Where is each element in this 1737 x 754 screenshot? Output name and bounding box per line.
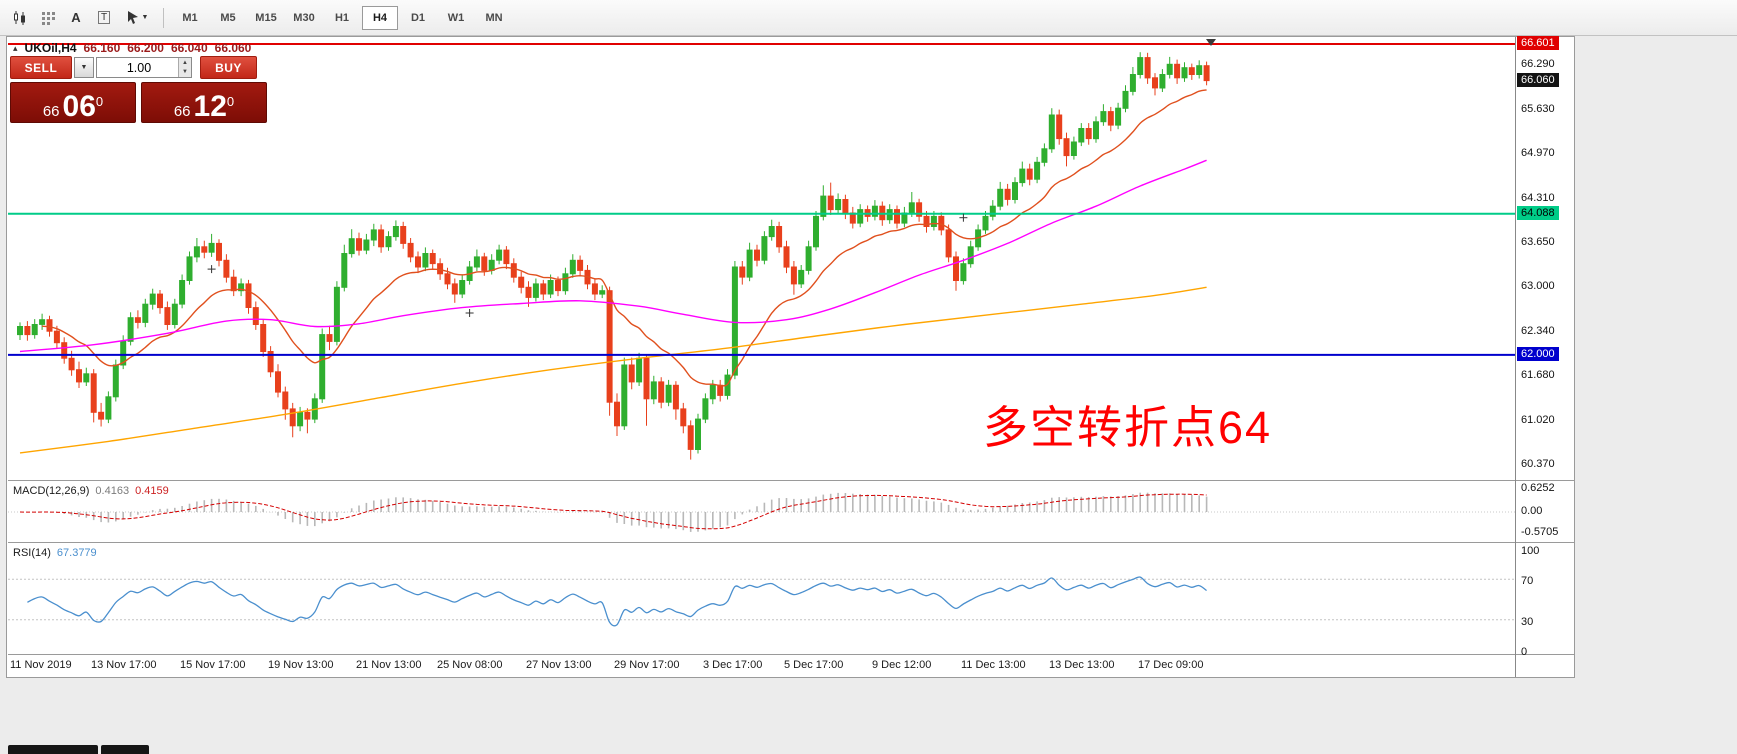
- volume-input[interactable]: [96, 57, 192, 78]
- buy-button[interactable]: BUY: [200, 56, 257, 79]
- timeframe-button-m5[interactable]: M5: [220, 11, 236, 24]
- rsi-name: RSI(14): [13, 547, 51, 559]
- timeframe-button-d1[interactable]: D1: [410, 11, 426, 24]
- list-grid-icon[interactable]: [35, 6, 61, 30]
- timeframe-button-h4[interactable]: H4: [362, 5, 398, 30]
- timeframe-button-m15[interactable]: M15: [255, 11, 277, 24]
- rsi-label: RSI(14) 67.3779: [13, 547, 97, 559]
- macd-value-1: 0.4163: [95, 485, 130, 497]
- ohlc-open: 66.160: [83, 41, 121, 55]
- buy-price-pips: 12: [193, 90, 227, 123]
- sell-button[interactable]: SELL: [10, 56, 72, 79]
- sell-price-display[interactable]: 66 060: [10, 82, 136, 123]
- chevron-down-icon: ▼: [141, 14, 149, 21]
- ma-fast: [42, 89, 1207, 387]
- chevron-down-icon: ▼: [80, 64, 88, 71]
- buy-price-display[interactable]: 66 120: [141, 82, 267, 123]
- symbol-marker-icon: ▴: [13, 42, 18, 53]
- panel-splitter[interactable]: [8, 480, 1574, 481]
- rsi-value: 67.3779: [56, 547, 97, 559]
- chart-window: [6, 36, 1575, 678]
- macd-value-2: 0.4159: [135, 485, 169, 497]
- timeframe-toolbar: M1 M5 M15 M30 H1 H4 D1 W1 MN: [171, 5, 513, 30]
- taskbar-tab[interactable]: [8, 745, 98, 754]
- timeframe-button-w1[interactable]: W1: [447, 11, 465, 24]
- buy-price-fraction: 0: [226, 94, 235, 109]
- text-label-icon[interactable]: A: [63, 6, 89, 30]
- buy-price-whole: 66: [173, 103, 191, 120]
- toolbar-separator: [163, 7, 164, 28]
- letter-t-glyph: T: [97, 11, 111, 24]
- chart-title: ▴ UKOil,H4 66.160 66.200 66.040 66.060: [13, 41, 251, 55]
- price-axis-border: [1515, 37, 1516, 677]
- volume-spinner: ▲ ▼: [178, 58, 191, 77]
- volume-dropdown[interactable]: ▼: [74, 57, 94, 78]
- ma-medium: [19, 159, 1207, 353]
- time-axis-splitter[interactable]: [8, 654, 1574, 655]
- candlestick-chart-icon[interactable]: [7, 6, 33, 30]
- macd-panel-canvas[interactable]: [8, 482, 1515, 542]
- macd-label: MACD(12,26,9) 0.4163 0.4159: [13, 485, 169, 497]
- sell-price-pips: 06: [62, 90, 96, 123]
- macd-name: MACD(12,26,9): [13, 485, 90, 497]
- crosshair-cursor-icon[interactable]: ▼: [119, 6, 155, 30]
- timeframe-button-m1[interactable]: M1: [182, 11, 198, 24]
- rsi-panel-canvas[interactable]: [8, 544, 1515, 652]
- ohlc-high: 66.200: [127, 41, 164, 55]
- timeframe-button-mn[interactable]: MN: [485, 11, 503, 24]
- text-box-icon[interactable]: T: [91, 6, 117, 30]
- volume-increment-button[interactable]: ▲: [182, 59, 188, 66]
- panel-splitter[interactable]: [8, 542, 1574, 543]
- macd-signal-line: [19, 493, 1207, 530]
- sell-price-fraction: 0: [95, 94, 104, 109]
- rsi-line: [27, 576, 1207, 627]
- ohlc-low: 66.040: [170, 41, 208, 55]
- letter-a-glyph: A: [71, 10, 81, 25]
- chart-annotation-text: 多空转折点64: [983, 402, 1273, 453]
- chart-shift-marker[interactable]: [1206, 39, 1216, 46]
- taskbar-tab[interactable]: [101, 745, 149, 754]
- timeframe-button-h1[interactable]: H1: [334, 11, 350, 24]
- timeframe-button-m30[interactable]: M30: [293, 11, 315, 24]
- ma-slow: [19, 286, 1207, 454]
- price-chart-canvas[interactable]: [8, 38, 1515, 480]
- toolbar: A T ▼ M1 M5 M15 M30 H1 H4 D1 W1 MN: [0, 0, 1737, 36]
- symbol-label: UKOil,H4: [24, 41, 77, 55]
- volume-decrement-button[interactable]: ▼: [182, 68, 188, 75]
- ohlc-close: 66.060: [214, 41, 252, 55]
- sell-price-whole: 66: [42, 103, 60, 120]
- volume-field: ▲ ▼: [96, 57, 192, 78]
